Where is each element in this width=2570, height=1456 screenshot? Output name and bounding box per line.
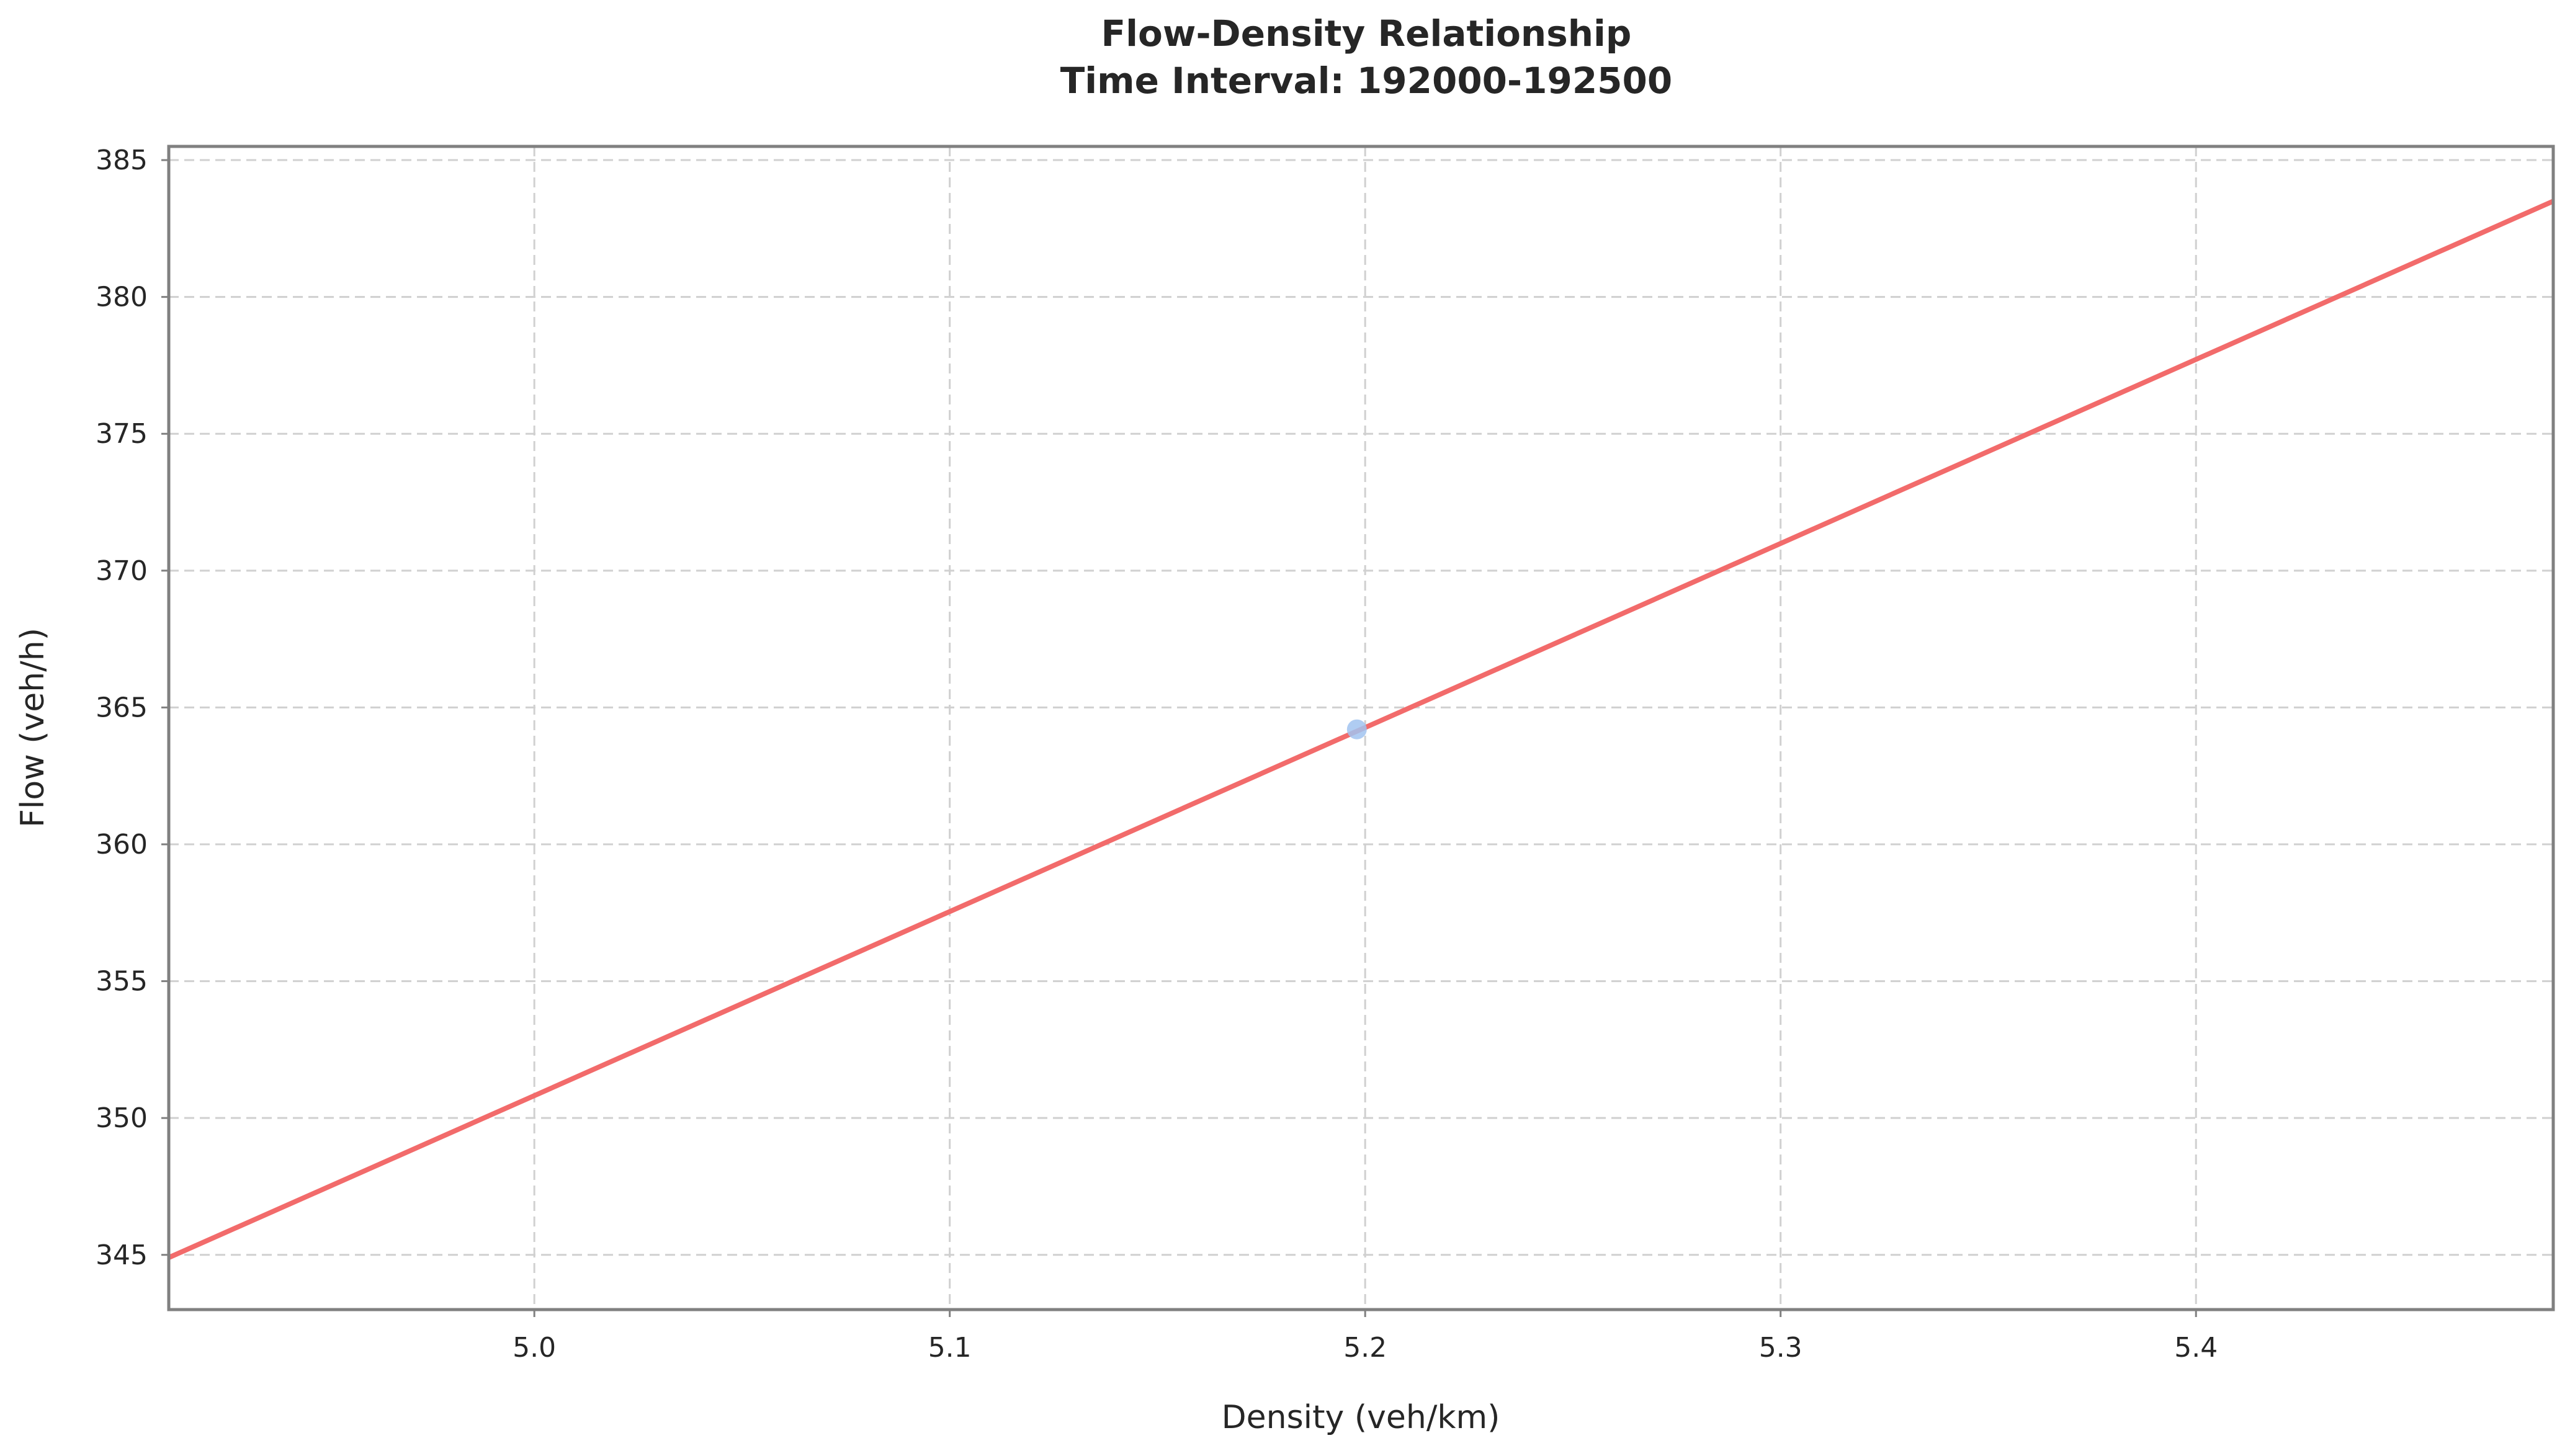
y-tick-label: 350 <box>96 1102 148 1134</box>
y-tick-label: 360 <box>96 829 148 860</box>
x-tick-labels: 5.0 5.1 5.2 5.3 5.4 <box>513 1332 2218 1364</box>
y-tick-label: 385 <box>96 145 148 176</box>
x-tick-label: 5.2 <box>1343 1332 1387 1364</box>
x-tick-label: 5.1 <box>928 1332 972 1364</box>
chart-subtitle: Time Interval: 192000-192500 <box>1060 60 1673 102</box>
y-tick-label: 370 <box>96 555 148 587</box>
y-tick-label: 355 <box>96 966 148 998</box>
chart-title: Flow-Density Relationship <box>1101 12 1632 55</box>
x-tick-label: 5.0 <box>513 1332 556 1364</box>
data-point <box>1346 719 1367 739</box>
y-axis-label: Flow (veh/h) <box>14 628 51 828</box>
x-axis-label: Density (veh/km) <box>1222 1399 1500 1436</box>
x-tick-label: 5.4 <box>2174 1332 2218 1364</box>
y-tick-label: 365 <box>96 692 148 723</box>
y-tick-label: 375 <box>96 418 148 450</box>
grid-lines <box>169 146 2553 1310</box>
x-tick-label: 5.3 <box>1759 1332 1802 1364</box>
y-tick-label: 345 <box>96 1239 148 1271</box>
y-tick-label: 380 <box>96 282 148 313</box>
data-series <box>168 199 2554 1260</box>
y-tick-labels: 345 350 355 360 365 370 375 380 385 <box>96 145 148 1271</box>
plot-area-frame <box>167 145 2555 1311</box>
